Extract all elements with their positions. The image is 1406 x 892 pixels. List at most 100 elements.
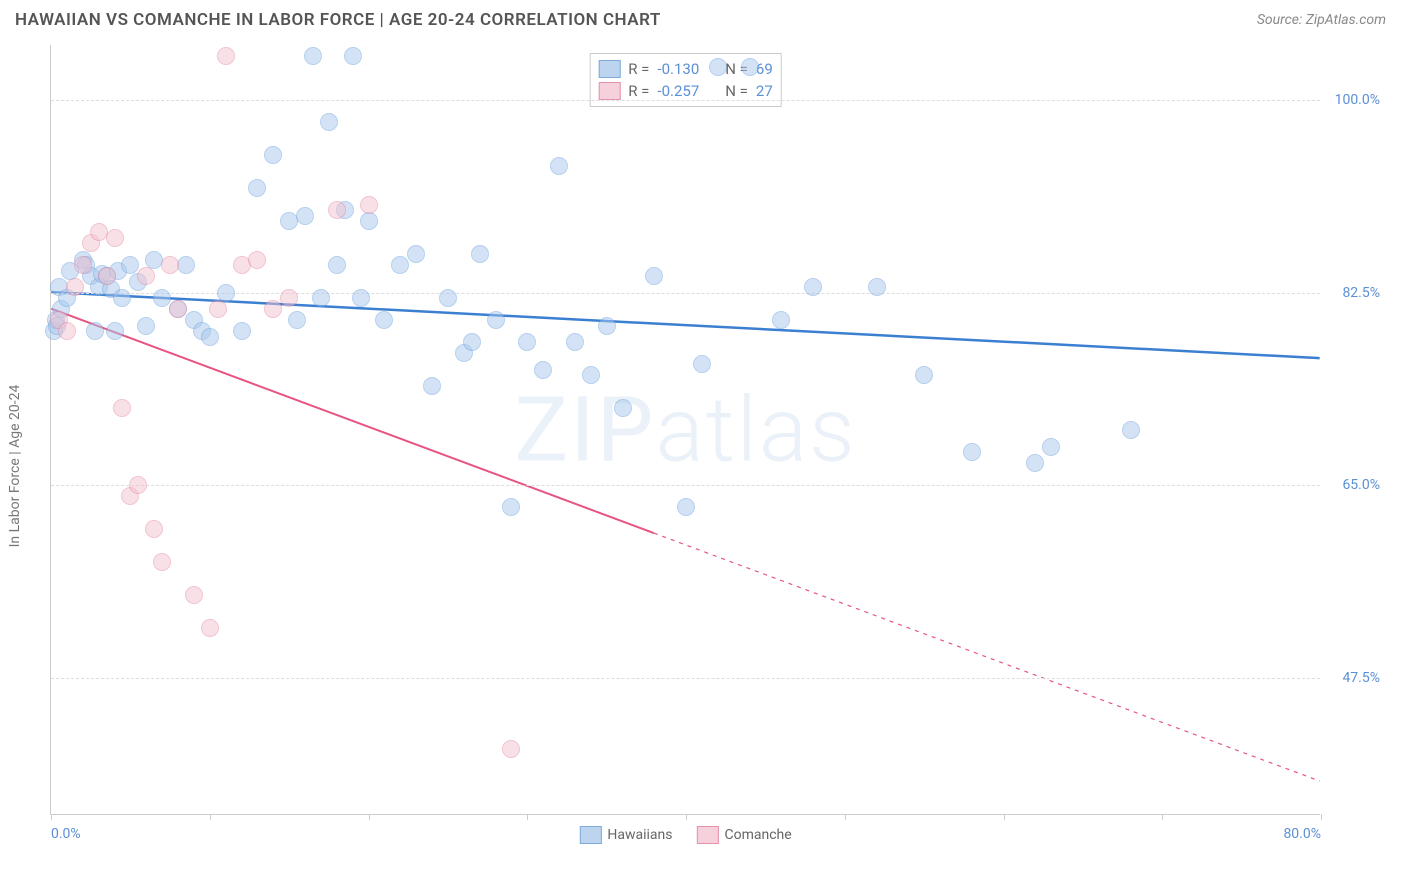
scatter-point <box>772 311 790 329</box>
scatter-point <box>58 322 76 340</box>
scatter-point <box>98 267 116 285</box>
scatter-point <box>502 740 520 758</box>
scatter-point <box>153 553 171 571</box>
stat-label: R = <box>628 82 649 100</box>
stat-label: N = <box>725 82 748 100</box>
scatter-point <box>598 317 616 335</box>
scatter-point <box>360 212 378 230</box>
x-tick-label: 80.0% <box>1283 826 1321 842</box>
legend-label: Hawaiians <box>607 827 672 843</box>
scatter-point <box>502 498 520 516</box>
scatter-point <box>375 311 393 329</box>
chart-source: Source: ZipAtlas.com <box>1257 12 1386 28</box>
scatter-point <box>1042 438 1060 456</box>
scatter-point <box>161 256 179 274</box>
watermark: ZIPatlas <box>514 377 856 482</box>
chart-header: HAWAIIAN VS COMANCHE IN LABOR FORCE | AG… <box>0 0 1406 40</box>
x-tick <box>1321 814 1322 820</box>
legend-label: Comanche <box>724 827 791 843</box>
scatter-point <box>423 377 441 395</box>
scatter-point <box>312 289 330 307</box>
scatter-point <box>280 289 298 307</box>
scatter-point <box>201 328 219 346</box>
scatter-point <box>804 278 822 296</box>
scatter-point <box>137 267 155 285</box>
scatter-point <box>137 317 155 335</box>
legend-swatch <box>579 826 601 844</box>
x-tick <box>51 814 52 820</box>
scatter-point <box>915 366 933 384</box>
scatter-point <box>121 256 139 274</box>
series-legend: Hawaiians Comanche <box>579 826 791 844</box>
scatter-point <box>487 311 505 329</box>
scatter-point <box>360 196 378 214</box>
scatter-point <box>304 47 322 65</box>
x-tick <box>527 814 528 820</box>
scatter-point <box>645 267 663 285</box>
plot-area: ZIPatlas R = -0.130 N = 69 R = -0.257 N … <box>50 45 1320 815</box>
scatter-point <box>201 619 219 637</box>
gridline <box>51 293 1320 294</box>
stat-r-value: -0.130 <box>657 60 699 78</box>
scatter-point <box>113 289 131 307</box>
x-tick <box>1004 814 1005 820</box>
scatter-point <box>185 586 203 604</box>
scatter-point <box>463 333 481 351</box>
y-tick-label: 65.0% <box>1342 477 1380 493</box>
scatter-point <box>709 58 727 76</box>
scatter-point <box>550 157 568 175</box>
scatter-point <box>566 333 584 351</box>
scatter-point <box>288 311 306 329</box>
scatter-point <box>352 289 370 307</box>
scatter-point <box>248 179 266 197</box>
scatter-point <box>471 245 489 263</box>
stat-n-value: 27 <box>756 82 773 100</box>
scatter-point <box>296 207 314 225</box>
scatter-point <box>328 256 346 274</box>
scatter-point <box>1122 421 1140 439</box>
scatter-point <box>320 113 338 131</box>
scatter-point <box>153 289 171 307</box>
scatter-point <box>248 251 266 269</box>
scatter-point <box>1026 454 1044 472</box>
legend-swatch <box>598 82 620 100</box>
scatter-point <box>582 366 600 384</box>
legend-swatch <box>598 60 620 78</box>
stat-r-value: -0.257 <box>657 82 699 100</box>
x-tick <box>1162 814 1163 820</box>
legend-item: Comanche <box>696 826 791 844</box>
y-tick-label: 82.5% <box>1342 285 1380 301</box>
scatter-point <box>534 361 552 379</box>
scatter-point <box>129 476 147 494</box>
scatter-point <box>693 355 711 373</box>
scatter-point <box>614 399 632 417</box>
y-tick-label: 47.5% <box>1342 670 1380 686</box>
scatter-point <box>145 520 163 538</box>
scatter-point <box>963 443 981 461</box>
x-tick <box>686 814 687 820</box>
scatter-point <box>177 256 195 274</box>
stat-row: R = -0.257 N = 27 <box>598 80 773 102</box>
stat-n-value: 69 <box>756 60 773 78</box>
scatter-point <box>264 146 282 164</box>
y-tick-label: 100.0% <box>1335 92 1380 108</box>
scatter-point <box>328 201 346 219</box>
x-tick <box>210 814 211 820</box>
scatter-point <box>391 256 409 274</box>
scatter-point <box>264 300 282 318</box>
scatter-point <box>217 284 235 302</box>
scatter-point <box>677 498 695 516</box>
scatter-point <box>868 278 886 296</box>
x-tick-label: 0.0% <box>51 826 81 842</box>
scatter-point <box>741 58 759 76</box>
x-tick <box>369 814 370 820</box>
gridline <box>51 485 1320 486</box>
scatter-point <box>106 229 124 247</box>
scatter-point <box>518 333 536 351</box>
scatter-point <box>439 289 457 307</box>
scatter-point <box>209 300 227 318</box>
scatter-point <box>106 322 124 340</box>
scatter-point <box>344 47 362 65</box>
scatter-point <box>169 300 187 318</box>
legend-item: Hawaiians <box>579 826 672 844</box>
